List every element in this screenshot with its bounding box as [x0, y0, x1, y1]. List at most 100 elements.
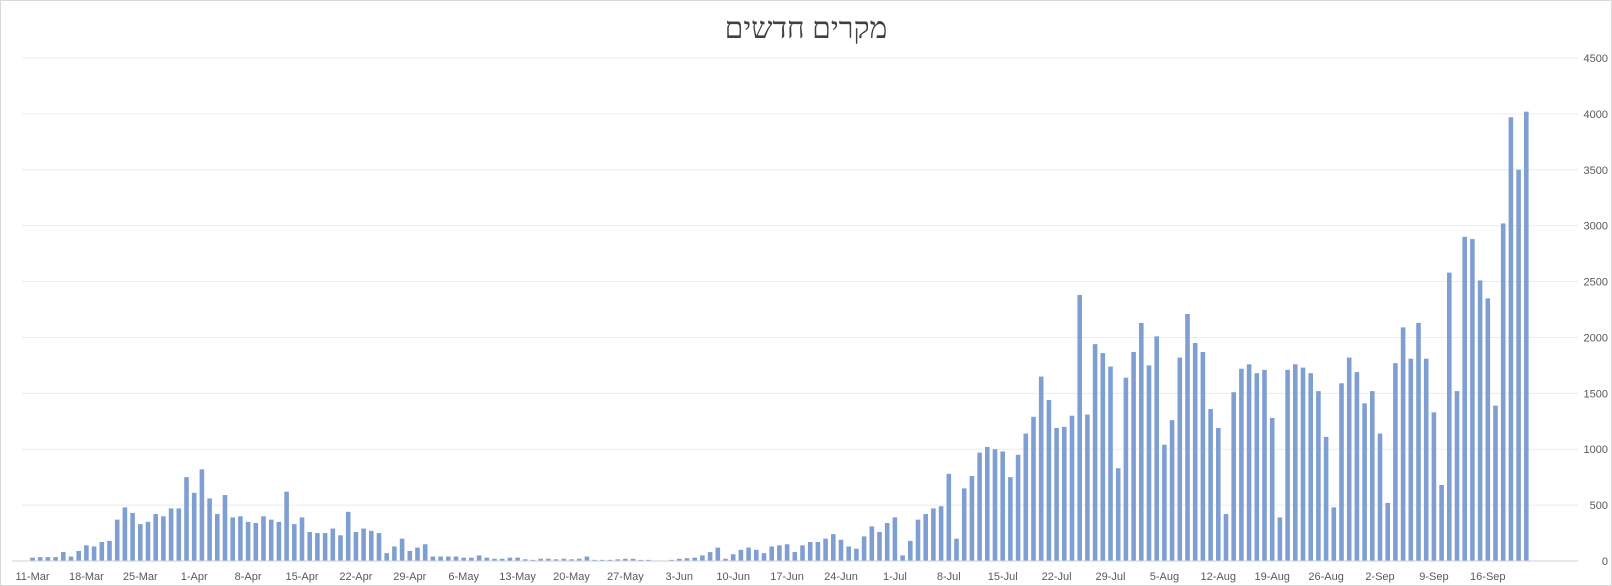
bar: [1308, 373, 1313, 561]
bar: [884, 523, 890, 561]
bar: [530, 559, 536, 561]
bar: [461, 557, 466, 561]
bar: [422, 544, 428, 561]
bar: [91, 546, 97, 561]
bar: [707, 552, 713, 561]
bar: [977, 452, 982, 561]
bar: [1185, 313, 1190, 561]
bar: [846, 546, 851, 561]
bar: [931, 508, 936, 561]
bar: [1192, 343, 1198, 561]
y-tick-label: 3000: [1584, 221, 1608, 233]
bar: [769, 546, 774, 561]
bar: [985, 446, 990, 561]
bar: [99, 542, 105, 561]
bar: [207, 498, 212, 561]
bar: [1385, 502, 1390, 561]
bar: [1146, 365, 1152, 561]
bar: [815, 542, 821, 561]
x-tick-labels: 11-Mar 18-Mar 25-Mar 1-Apr 8-Apr 15-Apr 22-Apr…: [15, 571, 1505, 583]
bar: [138, 524, 143, 561]
bar: [392, 546, 397, 561]
bar: [1346, 357, 1352, 561]
y-tick-label: 500: [1590, 500, 1608, 512]
bar: [1038, 376, 1044, 561]
bar: [838, 539, 844, 561]
y-tick-label: 2500: [1584, 277, 1608, 289]
bar: [30, 557, 35, 561]
bar: [1485, 298, 1491, 561]
bar: [191, 492, 197, 561]
bar: [877, 531, 882, 561]
bar: [1439, 484, 1444, 561]
bar: [761, 553, 767, 561]
bar: [1092, 344, 1098, 561]
bar: [222, 495, 228, 561]
bar: [1108, 366, 1113, 561]
bar: [345, 511, 351, 561]
y-tick-label: 4000: [1584, 109, 1608, 121]
bar: [215, 514, 220, 561]
bar: [669, 559, 674, 561]
x-tick-label: 9-Sep: [1419, 571, 1448, 583]
bar: [1200, 351, 1206, 561]
bar: [546, 558, 551, 561]
y-tick-label: 4500: [1584, 53, 1608, 65]
bar: [677, 558, 682, 561]
bar: [1277, 517, 1283, 561]
bar: [954, 538, 959, 561]
y-tick-labels: 0 500 1000 1500 2000 2500 3000 3500 4000 4500: [1584, 53, 1608, 568]
bar: [961, 488, 967, 561]
bar: [376, 533, 382, 561]
bar: [1362, 403, 1367, 561]
bar: [176, 508, 182, 561]
bar: [1262, 369, 1267, 561]
bar: [1254, 373, 1260, 561]
x-tick-label: 24-Jun: [824, 571, 858, 583]
bar: [854, 548, 859, 561]
bar: [861, 536, 867, 561]
x-tick-label: 26-Aug: [1308, 571, 1343, 583]
bar: [1370, 391, 1375, 561]
bar: [238, 516, 243, 561]
bar: [399, 538, 405, 561]
bar: [1339, 383, 1344, 561]
bar: [353, 531, 359, 561]
bar: [523, 559, 528, 561]
x-tick-label: 2-Sep: [1365, 571, 1394, 583]
bar: [122, 507, 128, 561]
bar: [569, 559, 574, 561]
bar: [507, 557, 513, 561]
bar: [1431, 412, 1437, 561]
bar: [1416, 322, 1421, 561]
bar: [600, 559, 605, 561]
bar: [469, 557, 474, 561]
bar: [153, 514, 158, 561]
bar: [1354, 372, 1360, 561]
bar: [538, 558, 543, 561]
bar: [1477, 280, 1483, 561]
bar: [268, 519, 274, 561]
bar: [107, 540, 112, 561]
bar: [900, 555, 905, 561]
bar: [646, 559, 651, 561]
bar: [1069, 415, 1075, 561]
gridlines: [22, 57, 1578, 506]
bar: [1015, 454, 1021, 561]
bar: [915, 519, 921, 561]
bar: [68, 556, 74, 561]
bar: [1293, 364, 1298, 561]
bars-series: [30, 111, 1529, 562]
y-tick-label: 3500: [1584, 165, 1608, 177]
bar: [1500, 223, 1506, 561]
bar: [261, 516, 266, 561]
bar: [992, 449, 998, 561]
x-tick-label: 29-Apr: [393, 571, 426, 583]
bar: [1131, 351, 1136, 561]
bar: [1100, 353, 1106, 561]
bar: [1177, 357, 1183, 561]
bar: [553, 559, 559, 561]
bar: [638, 559, 644, 561]
bar: [284, 491, 289, 561]
bar: [1524, 111, 1529, 562]
